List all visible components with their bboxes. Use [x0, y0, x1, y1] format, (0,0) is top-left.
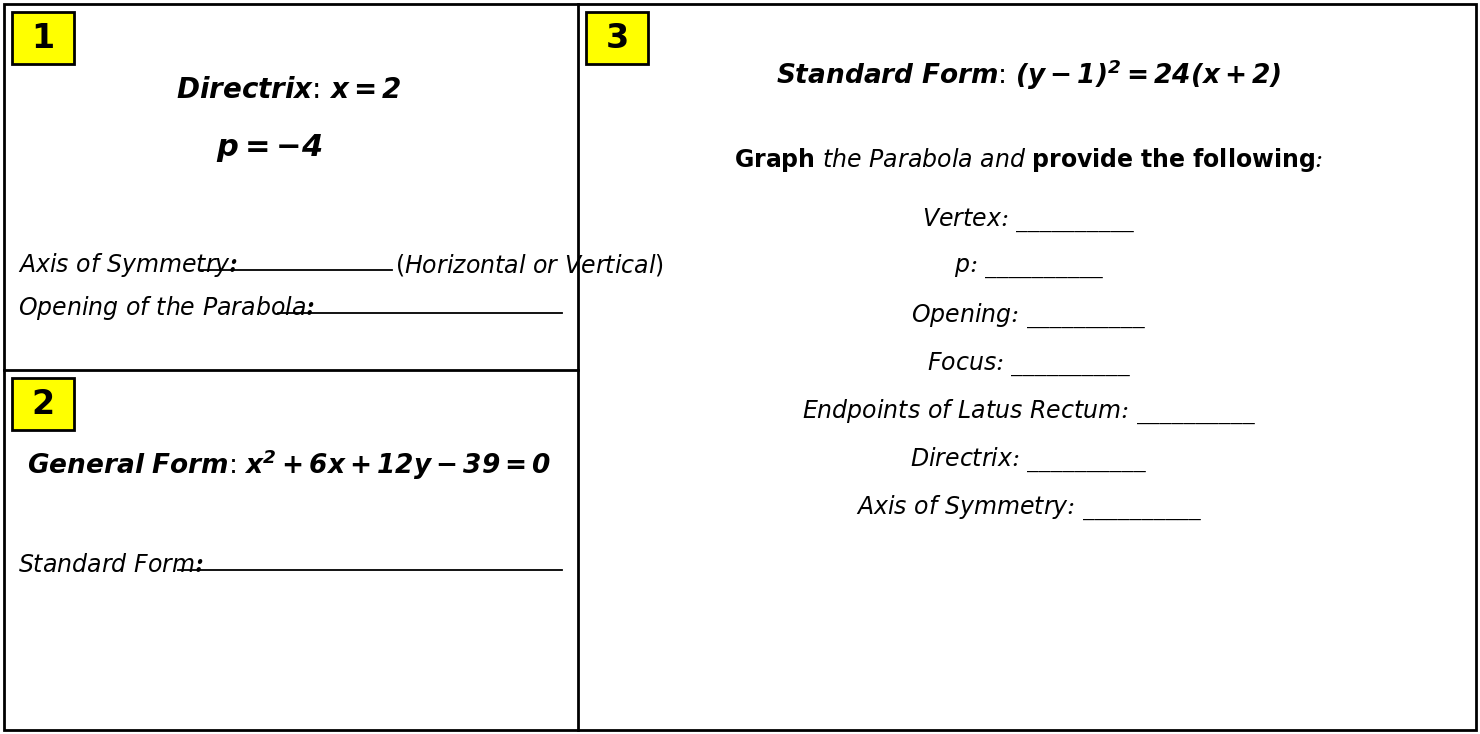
- Text: 2: 2: [31, 388, 55, 421]
- Text: $\mathit{Opening}$: __________: $\mathit{Opening}$: __________: [912, 302, 1147, 330]
- Bar: [586, 12, 648, 64]
- Text: $\mathbf{Graph}$ $\mathit{the\ Parabola\ and}$ $\mathbf{provide\ the\ following}: $\mathbf{Graph}$ $\mathit{the\ Parabola\…: [734, 146, 1323, 174]
- Text: $\mathit{p}$: __________: $\mathit{p}$: __________: [953, 256, 1104, 280]
- Bar: [12, 378, 74, 430]
- Text: $\bfit{General\ Form}$: $\bfit{x^2 + 6x + 12y - 39 = 0}$: $\bfit{General\ Form}$: $\bfit{x^2 + 6x …: [27, 448, 551, 482]
- Text: $\bfit{Directrix}$: $\bfit{x = 2}$: $\bfit{Directrix}$: $\bfit{x = 2}$: [176, 76, 403, 104]
- Text: $\mathit{Focus}$: __________: $\mathit{Focus}$: __________: [926, 350, 1131, 378]
- Text: $\mathit{Axis\ of\ Symmetry}$: __________: $\mathit{Axis\ of\ Symmetry}$: _________…: [855, 494, 1202, 522]
- Text: $\mathit{Axis\ of\ Symmetry}$:: $\mathit{Axis\ of\ Symmetry}$:: [18, 251, 240, 279]
- Text: $\mathit{Directrix}$: __________: $\mathit{Directrix}$: __________: [910, 446, 1147, 474]
- Text: 1: 1: [31, 21, 55, 54]
- Text: $\mathit{Opening\ of\ the\ Parabola}$:: $\mathit{Opening\ of\ the\ Parabola}$:: [18, 294, 317, 322]
- Text: 3: 3: [605, 21, 629, 54]
- Text: $\mathit{(Horizontal\ or\ Vertical)}$: $\mathit{(Horizontal\ or\ Vertical)}$: [395, 252, 663, 278]
- Text: $\mathit{Standard\ Form}$:: $\mathit{Standard\ Form}$:: [18, 553, 206, 577]
- Text: $\bfit{Standard\ Form}$: $\bfit{(y-1)^2 = 24(x+2)}$: $\bfit{Standard\ Form}$: $\bfit{(y-1)^2 …: [776, 58, 1282, 92]
- Bar: [12, 12, 74, 64]
- Text: $\mathit{Vertex}$: __________: $\mathit{Vertex}$: __________: [922, 206, 1135, 233]
- Text: $\mathit{Endpoints\ of\ Latus\ Rectum}$: __________: $\mathit{Endpoints\ of\ Latus\ Rectum}$:…: [802, 398, 1257, 426]
- Text: $\bfit{p = {-}4}$: $\bfit{p = {-}4}$: [216, 132, 323, 164]
